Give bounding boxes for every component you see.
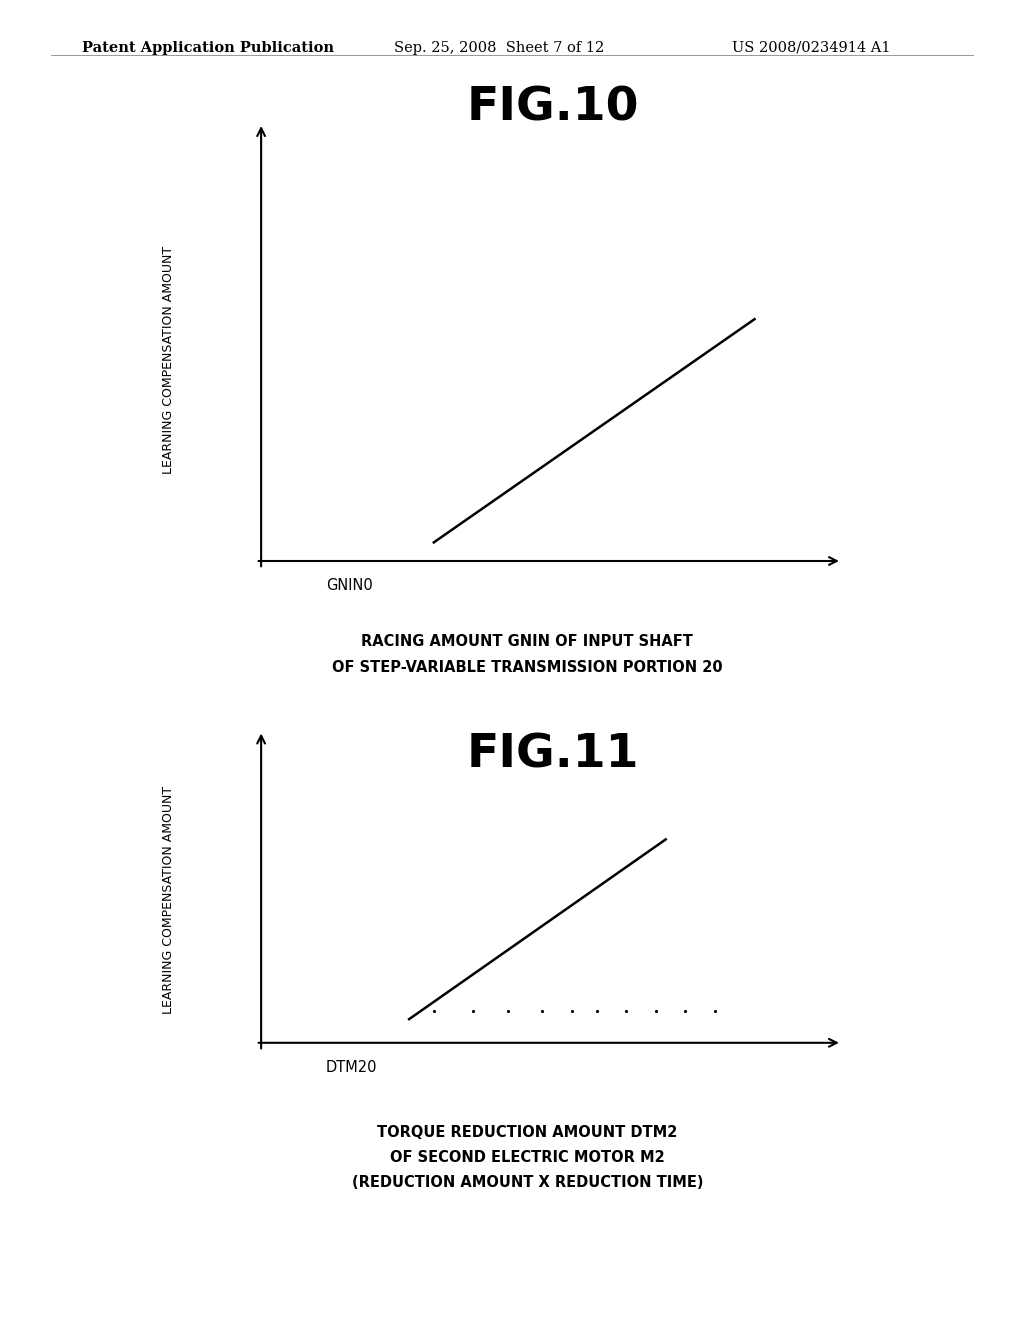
Text: LEARNING COMPENSATION AMOUNT: LEARNING COMPENSATION AMOUNT bbox=[163, 787, 175, 1014]
Text: LEARNING COMPENSATION AMOUNT: LEARNING COMPENSATION AMOUNT bbox=[163, 247, 175, 474]
Text: DTM20: DTM20 bbox=[326, 1060, 377, 1074]
Text: Sep. 25, 2008  Sheet 7 of 12: Sep. 25, 2008 Sheet 7 of 12 bbox=[394, 41, 604, 55]
Text: RACING AMOUNT GNIN OF INPUT SHAFT: RACING AMOUNT GNIN OF INPUT SHAFT bbox=[361, 634, 693, 648]
Text: OF SECOND ELECTRIC MOTOR M2: OF SECOND ELECTRIC MOTOR M2 bbox=[390, 1150, 665, 1164]
Text: FIG.10: FIG.10 bbox=[467, 86, 639, 131]
Text: FIG.11: FIG.11 bbox=[467, 733, 639, 777]
Text: GNIN0: GNIN0 bbox=[326, 578, 373, 593]
Text: OF STEP-VARIABLE TRANSMISSION PORTION 20: OF STEP-VARIABLE TRANSMISSION PORTION 20 bbox=[332, 660, 723, 675]
Text: US 2008/0234914 A1: US 2008/0234914 A1 bbox=[732, 41, 891, 55]
Text: TORQUE REDUCTION AMOUNT DTM2: TORQUE REDUCTION AMOUNT DTM2 bbox=[377, 1125, 678, 1139]
Text: Patent Application Publication: Patent Application Publication bbox=[82, 41, 334, 55]
Text: (REDUCTION AMOUNT X REDUCTION TIME): (REDUCTION AMOUNT X REDUCTION TIME) bbox=[351, 1175, 703, 1189]
